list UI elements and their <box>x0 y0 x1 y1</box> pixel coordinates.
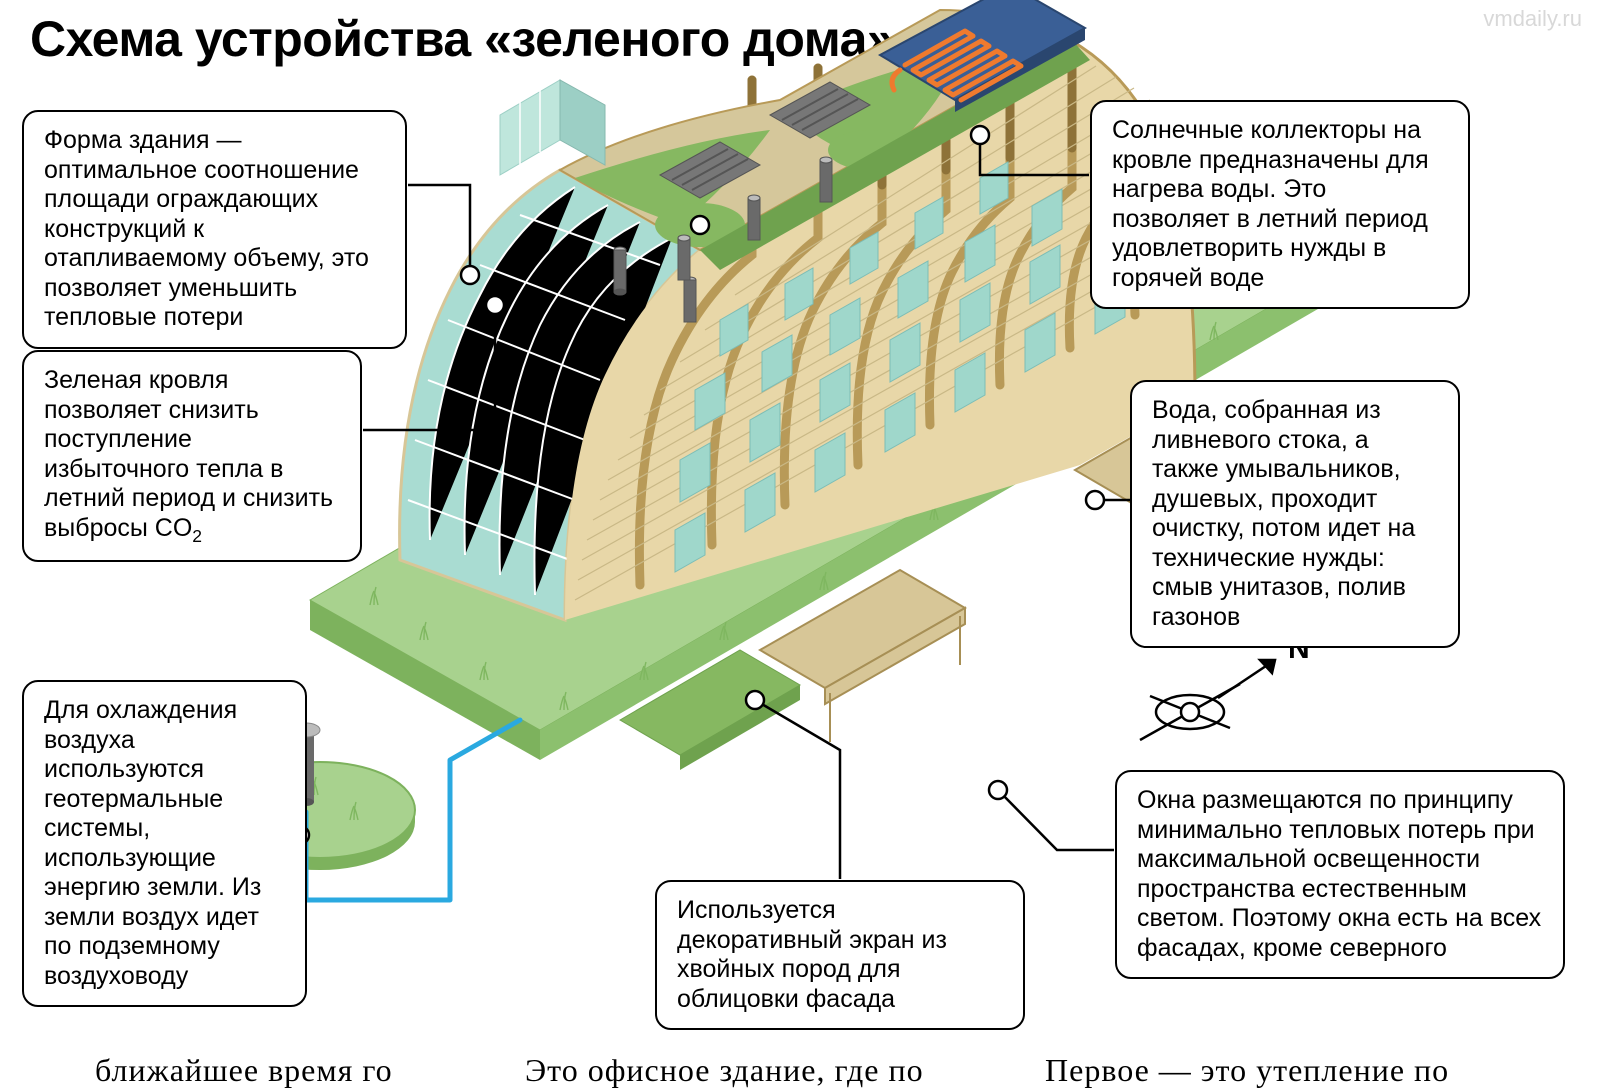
page-title: Схема устройства «зеленого дома» <box>30 10 894 68</box>
callout-geothermal: Для охлаждения воздуха используются геот… <box>22 680 307 1007</box>
leader-dots <box>291 126 1199 844</box>
building-glass-face <box>400 170 700 620</box>
back-tower <box>500 80 605 175</box>
ground-planters <box>620 650 800 770</box>
geothermal-pipe <box>306 720 520 900</box>
article-fragment-1: ближайшее время го <box>95 1052 393 1089</box>
roof-vent-1 <box>660 142 760 198</box>
watermark: vmdaily.ru <box>1483 6 1582 32</box>
solar-collector <box>880 0 1085 112</box>
callout-shape: Форма здания — оптимальное соотношение п… <box>22 110 407 349</box>
callout-green-roof: Зеленая кровля позволяет снизить поступл… <box>22 350 362 562</box>
article-fragment-3: Первое — это утепление по <box>1045 1052 1449 1089</box>
callout-windows: Окна размещаются по принципу минимально … <box>1115 770 1565 979</box>
callout-water: Вода, собранная из ливневого стока, а та… <box>1130 380 1460 648</box>
callout-solar: Солнечные коллекторы на кровле предназна… <box>1090 100 1470 309</box>
callout-facade: Используется декоративный экран из хвойн… <box>655 880 1025 1030</box>
compass-icon <box>1140 660 1275 740</box>
roof-vent-2 <box>770 82 870 138</box>
article-fragment-2: Это офисное здание, где по <box>525 1052 924 1089</box>
roof-bollards <box>614 157 832 322</box>
